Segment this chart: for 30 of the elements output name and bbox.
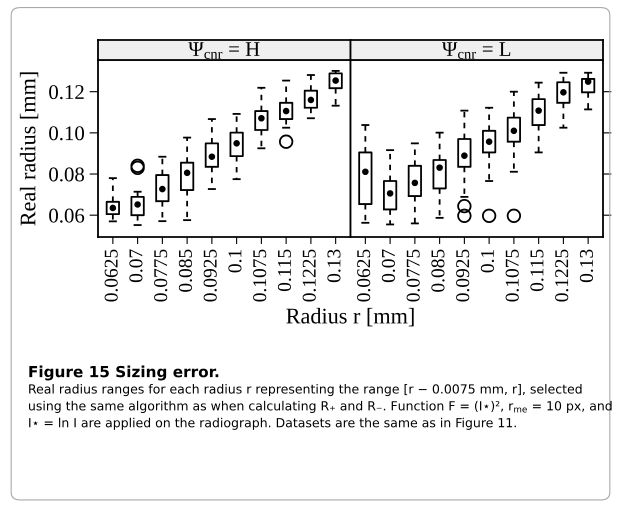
x-axis-title: Radius r [mm] [286, 308, 414, 326]
x-tick-label: 0.0925 [456, 250, 470, 302]
y-tick-label: 0.06 [49, 208, 84, 223]
y-axis-title: Real radius [mm] [20, 72, 38, 226]
x-tick-label: 0.1075 [506, 250, 519, 302]
x-tick-label: 0.1 [480, 250, 494, 272]
text: Figure 15 Sizing error. [29, 366, 218, 380]
x-tick-label: 0.0625 [357, 250, 370, 302]
x-tick-label: 0.07 [129, 249, 143, 282]
x-tick-label: 0.0925 [204, 250, 217, 302]
x-tick-label: 0.0775 [406, 250, 420, 302]
text: Real radius ranges for each radius r representing the range [r − 0.0075 mm, r], selected using the same algorithm as when calculating R₊ and R₋. Function F = (I⋆)², r$_{me}$ = 10 px, and I⋆ = ln I are applied on the radiograph. Datasets are the same as in Figure 11. [29, 384, 612, 430]
x-tick-label: 0.13 [580, 250, 594, 282]
x-tick-label: 0.115 [530, 250, 544, 292]
chart-subtitle: Ψ$_{cnr}$ = L [442, 42, 510, 59]
x-tick-label: 0.0625 [104, 250, 118, 302]
x-tick-label: 0.085 [178, 250, 192, 292]
x-tick-label: 0.13 [327, 250, 341, 282]
x-tick-label: 0.1225 [555, 250, 568, 302]
x-tick-label: 0.1 [228, 250, 242, 272]
x-tick-label: 0.1225 [302, 250, 316, 302]
y-tick-label: 0.08 [49, 167, 84, 182]
x-tick-label: 0.0775 [154, 250, 168, 302]
x-tick-label: 0.115 [278, 250, 292, 292]
x-tick-label: 0.085 [431, 250, 445, 292]
chart-subtitle: Ψ$_{cnr}$ = H [188, 42, 260, 59]
x-tick-label: 0.1075 [253, 250, 266, 302]
x-tick-label: 0.07 [382, 249, 396, 282]
y-tick-label: 0.12 [49, 85, 84, 100]
y-tick-label: 0.10 [49, 126, 84, 140]
